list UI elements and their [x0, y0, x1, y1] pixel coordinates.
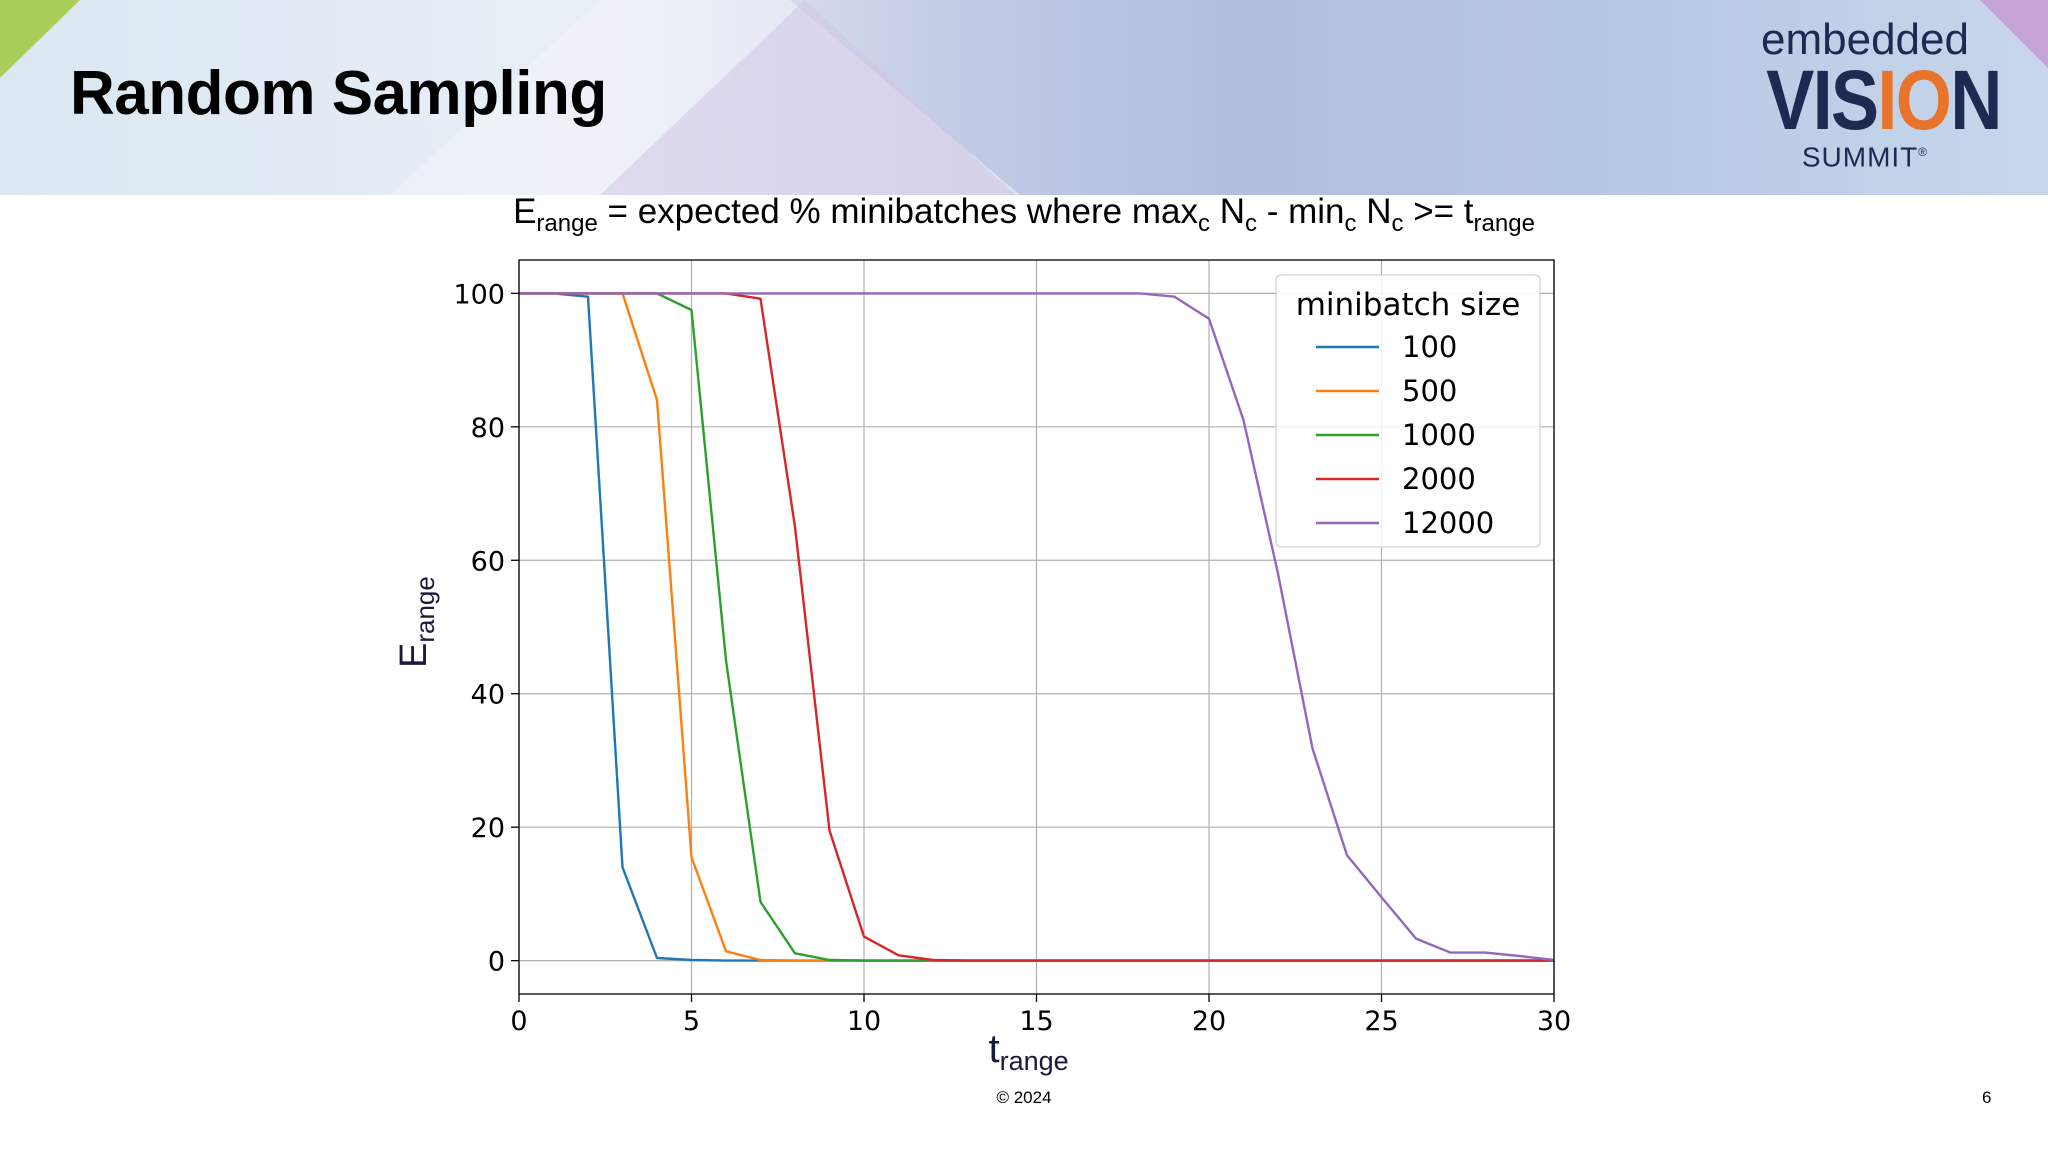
- x-tick-label: 5: [683, 1006, 700, 1037]
- chart-title-part: = expected % minibatches where max: [597, 192, 1198, 231]
- y-axis-label: Erange: [393, 576, 440, 668]
- logo-vision-accent: IO: [1877, 53, 1952, 147]
- y-tick-label: 40: [471, 680, 505, 711]
- legend-label: 500: [1402, 374, 1457, 408]
- legend-label: 12000: [1402, 506, 1494, 540]
- slide-title: Random Sampling: [70, 59, 607, 128]
- chart-title: Erange = expected % minibatches where ma…: [0, 192, 2048, 238]
- x-tick-label: 15: [1019, 1006, 1053, 1037]
- tick-layer: 0 5 10 15 20 25 30 0 20 40 60 80 100: [453, 279, 1571, 1037]
- y-tick-label: 20: [471, 813, 505, 844]
- x-tick-label: 25: [1364, 1006, 1398, 1037]
- chart-title-part: >= t: [1403, 192, 1474, 231]
- y-tick-label: 60: [471, 546, 505, 577]
- series-layer: [519, 292, 1555, 962]
- x-axis-label-main: t: [989, 1027, 1000, 1071]
- logo-vision-end: N: [1950, 53, 2002, 147]
- banner-lilac-shape: [600, 0, 1015, 195]
- x-tick-label: 10: [847, 1006, 881, 1037]
- page-number: 6: [1982, 1088, 1992, 1107]
- logo-summit-text: SUMMIT: [1801, 141, 1919, 173]
- logo-line-embedded: embedded: [1761, 15, 1969, 64]
- logo-line-vision: VISION: [1766, 58, 2002, 142]
- x-tick-label: 30: [1537, 1006, 1571, 1037]
- x-tick-label: 20: [1192, 1006, 1226, 1037]
- chart-title-part: E: [513, 192, 537, 231]
- banner-purple-triangle: [1980, 0, 2048, 68]
- footer-copyright: © 2024: [996, 1088, 1052, 1107]
- legend-label: 2000: [1402, 462, 1476, 496]
- y-axis-label-main: E: [393, 643, 435, 668]
- legend: minibatch size 100 500 1000 2000 12000: [1275, 274, 1541, 548]
- chart-title-sub: c: [1244, 210, 1257, 237]
- legend-title: minibatch size: [1296, 287, 1521, 323]
- chart-title-part: N: [1209, 192, 1245, 231]
- legend-label: 100: [1402, 330, 1457, 364]
- logo-vision-start: VIS: [1766, 53, 1879, 147]
- x-axis-label-sub: range: [1000, 1046, 1069, 1076]
- chart-title-sub: range: [1473, 210, 1535, 237]
- y-axis-label-sub: range: [410, 576, 440, 643]
- x-tick-label: 0: [510, 1006, 527, 1037]
- y-tick-label: 80: [471, 413, 505, 444]
- chart-title-sub: c: [1391, 210, 1404, 237]
- chart-title-sub: c: [1344, 210, 1357, 237]
- y-tick-label: 0: [488, 947, 505, 978]
- chart-title-part: - min: [1256, 192, 1345, 231]
- embedded-vision-summit-logo: embedded VISION SUMMIT®: [1750, 15, 2002, 178]
- header-banner: Random Sampling embedded VISION SUMMIT®: [0, 0, 2048, 195]
- chart-title-sub: c: [1197, 210, 1210, 237]
- logo-registered-mark: ®: [1918, 145, 1929, 159]
- chart-title-part: N: [1356, 192, 1392, 231]
- y-tick-label: 100: [453, 279, 505, 310]
- series-line-12000: [519, 292, 1555, 962]
- chart-title-sub: range: [536, 210, 598, 237]
- logo-line-summit: SUMMIT®: [1750, 138, 1980, 171]
- x-axis-label: trange: [989, 1027, 1069, 1076]
- banner-decoration: [0, 0, 2048, 195]
- banner-green-triangle: [0, 0, 80, 78]
- legend-label: 1000: [1402, 418, 1476, 452]
